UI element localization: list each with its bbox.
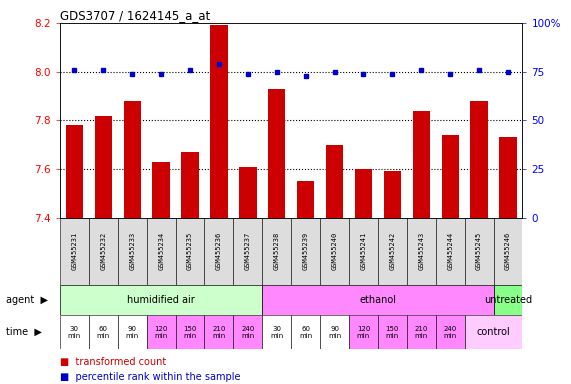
Bar [95, 116, 112, 218]
Bar [407, 218, 436, 285]
Text: GDS3707 / 1624145_a_at: GDS3707 / 1624145_a_at [60, 9, 210, 22]
Bar [326, 145, 343, 218]
Bar [118, 218, 147, 285]
Bar [378, 218, 407, 285]
Text: GSM455241: GSM455241 [360, 232, 367, 270]
Bar [499, 137, 517, 218]
Bar [176, 315, 204, 349]
Text: ethanol: ethanol [359, 295, 396, 305]
Bar [413, 111, 430, 218]
Text: agent  ▶: agent ▶ [6, 295, 48, 305]
Text: GSM455245: GSM455245 [476, 232, 482, 270]
Bar [60, 315, 89, 349]
Bar [262, 315, 291, 349]
Bar [320, 218, 349, 285]
Bar [465, 218, 493, 285]
Bar [204, 218, 234, 285]
Text: untreated: untreated [484, 295, 532, 305]
Text: GSM455235: GSM455235 [187, 232, 193, 270]
Bar [210, 25, 228, 218]
Text: GSM455238: GSM455238 [274, 232, 280, 270]
Text: 240
min: 240 min [241, 326, 255, 339]
Text: GSM455234: GSM455234 [158, 232, 164, 270]
Bar [262, 218, 291, 285]
Text: 90
min: 90 min [328, 326, 341, 339]
Text: GSM455236: GSM455236 [216, 232, 222, 270]
Bar [493, 285, 522, 315]
Text: 30
min: 30 min [270, 326, 283, 339]
Bar [89, 315, 118, 349]
Bar [349, 218, 378, 285]
Bar [89, 218, 118, 285]
Text: GSM455233: GSM455233 [129, 232, 135, 270]
Text: 120
min: 120 min [357, 326, 370, 339]
Text: GSM455232: GSM455232 [100, 232, 106, 270]
Text: 210
min: 210 min [212, 326, 226, 339]
Bar [60, 285, 262, 315]
Bar [436, 218, 465, 285]
Bar [152, 162, 170, 218]
Bar [465, 315, 522, 349]
Text: humidified air: humidified air [127, 295, 195, 305]
Text: GSM455246: GSM455246 [505, 232, 511, 270]
Text: GSM455243: GSM455243 [419, 232, 424, 270]
Bar [239, 167, 256, 218]
Text: control: control [477, 327, 510, 337]
Text: 150
min: 150 min [385, 326, 399, 339]
Text: 240
min: 240 min [444, 326, 457, 339]
Bar [378, 315, 407, 349]
Bar [384, 172, 401, 218]
Text: 30
min: 30 min [68, 326, 81, 339]
Bar [407, 315, 436, 349]
Text: GSM455240: GSM455240 [332, 232, 337, 270]
Bar [493, 218, 522, 285]
Bar [234, 218, 262, 285]
Text: 60
min: 60 min [96, 326, 110, 339]
Text: GSM455242: GSM455242 [389, 232, 395, 270]
Bar [118, 315, 147, 349]
Bar [471, 101, 488, 218]
Bar [66, 125, 83, 218]
Text: GSM455244: GSM455244 [447, 232, 453, 270]
Bar [60, 218, 89, 285]
Bar [147, 218, 176, 285]
Bar [268, 89, 286, 218]
Text: 120
min: 120 min [154, 326, 168, 339]
Text: 210
min: 210 min [415, 326, 428, 339]
Text: time  ▶: time ▶ [6, 327, 42, 337]
Bar [147, 315, 176, 349]
Text: GSM455239: GSM455239 [303, 232, 309, 270]
Text: GSM455231: GSM455231 [71, 232, 78, 270]
Text: ■  transformed count: ■ transformed count [60, 356, 166, 367]
Text: ■  percentile rank within the sample: ■ percentile rank within the sample [60, 372, 240, 382]
Bar [123, 101, 141, 218]
Bar [291, 315, 320, 349]
Bar [436, 315, 465, 349]
Bar [441, 135, 459, 218]
Bar [320, 315, 349, 349]
Text: 60
min: 60 min [299, 326, 312, 339]
Text: GSM455237: GSM455237 [245, 232, 251, 270]
Bar [262, 285, 493, 315]
Bar [291, 218, 320, 285]
Bar [234, 315, 262, 349]
Bar [176, 218, 204, 285]
Bar [204, 315, 234, 349]
Bar [355, 169, 372, 218]
Bar [297, 181, 315, 218]
Bar [182, 152, 199, 218]
Text: 150
min: 150 min [183, 326, 197, 339]
Text: 90
min: 90 min [126, 326, 139, 339]
Bar [349, 315, 378, 349]
